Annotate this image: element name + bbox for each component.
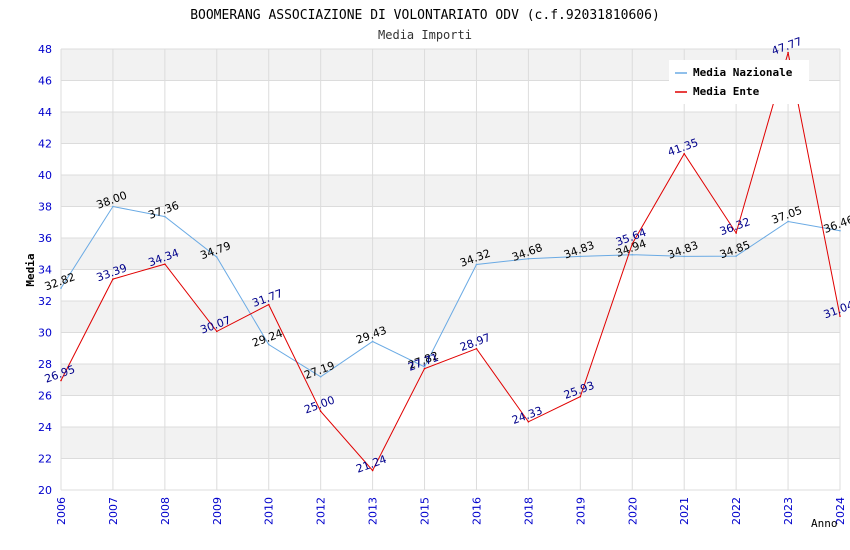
data-point-media-nazionale <box>423 366 426 368</box>
data-point-media-nazionale <box>683 255 685 258</box>
background-band <box>61 427 840 459</box>
data-point-media-nazionale <box>839 229 841 232</box>
chart-subtitle: Media Importi <box>378 28 472 42</box>
y-tick-label: 40 <box>38 169 52 182</box>
chart-title: BOOMERANG ASSOCIAZIONE DI VOLONTARIATO O… <box>190 8 660 23</box>
data-point-media-nazionale <box>112 205 114 208</box>
y-axis-label: Media <box>24 253 37 286</box>
data-point-media-ente <box>371 469 374 472</box>
data-point-media-ente <box>423 367 426 370</box>
x-tick-label: 2010 <box>263 497 276 525</box>
data-point-media-nazionale <box>60 287 62 289</box>
data-point-media-ente <box>735 232 737 234</box>
data-point-media-ente <box>60 379 62 382</box>
data-point-media-ente <box>319 410 322 413</box>
x-tick-label: 2022 <box>730 497 743 525</box>
data-point-media-nazionale <box>216 256 218 258</box>
background-band <box>61 238 840 270</box>
y-tick-label: 38 <box>38 201 52 214</box>
background-band <box>61 364 840 396</box>
legend-entry-media-nazionale: Media Nazionale <box>693 66 793 79</box>
y-tick-label: 36 <box>38 232 52 245</box>
x-tick-label: 2009 <box>211 497 224 525</box>
data-point-media-ente <box>579 395 582 398</box>
data-label-media-ente: 36.32 <box>718 215 752 238</box>
y-tick-label: 30 <box>38 327 52 340</box>
background-band <box>61 175 840 207</box>
data-point-media-nazionale <box>631 253 634 256</box>
y-tick-label: 48 <box>38 43 52 56</box>
y-tick-label: 34 <box>38 264 52 277</box>
x-axis-label: Anno <box>811 517 838 530</box>
data-point-media-nazionale <box>527 257 530 260</box>
data-point-media-ente <box>216 330 218 333</box>
data-label-media-ente: 24.33 <box>510 404 544 427</box>
data-label-media-ente: 28.97 <box>458 331 492 354</box>
data-point-media-nazionale <box>579 255 582 258</box>
background-band <box>61 112 840 144</box>
x-tick-label: 2019 <box>574 497 587 525</box>
y-axis-ticks: 20 22 24 26 28 30 32 34 36 38 40 42 44 46 48 <box>38 43 52 497</box>
data-point-media-nazionale <box>735 255 737 257</box>
y-tick-label: 46 <box>38 75 52 88</box>
gridlines <box>60 48 841 491</box>
y-tick-label: 24 <box>38 421 52 434</box>
y-tick-label: 20 <box>38 484 52 497</box>
x-tick-label: 2020 <box>626 497 639 525</box>
data-point-media-ente <box>683 152 685 155</box>
x-tick-label: 2024 <box>834 497 847 525</box>
x-tick-label: 2007 <box>107 497 120 525</box>
x-tick-label: 2013 <box>367 497 380 525</box>
y-tick-label: 44 <box>38 106 52 119</box>
data-point-media-nazionale <box>475 263 478 266</box>
x-tick-label: 2021 <box>678 497 691 525</box>
data-point-media-ente <box>112 278 114 280</box>
data-point-media-nazionale <box>267 343 270 346</box>
data-point-media-ente <box>787 51 789 54</box>
series-lines <box>60 51 841 472</box>
series-line-media-ente <box>60 52 841 472</box>
x-tick-label: 2012 <box>315 497 328 525</box>
data-point-media-ente <box>631 242 634 245</box>
y-tick-label: 26 <box>38 390 52 403</box>
data-point-media-nazionale <box>787 220 789 223</box>
data-point-media-ente <box>839 315 841 317</box>
background-bands <box>61 49 840 459</box>
data-point-media-nazionale <box>164 215 166 218</box>
x-axis-ticks: 2006 2007 2008 2009 2010 2012 2013 2015 2016 2018… <box>55 497 847 525</box>
x-tick-label: 2015 <box>419 497 432 525</box>
x-tick-label: 2008 <box>159 497 172 525</box>
y-tick-label: 32 <box>38 295 52 308</box>
x-tick-label: 2018 <box>522 497 535 525</box>
data-point-media-ente <box>527 421 530 423</box>
data-point-media-nazionale <box>371 340 374 343</box>
data-point-media-nazionale <box>319 375 322 378</box>
legend-box <box>669 60 809 104</box>
series-line-media-nazionale <box>60 205 841 378</box>
data-label-media-ente: 25.00 <box>302 393 336 416</box>
data-point-media-ente <box>475 347 478 350</box>
y-tick-label: 28 <box>38 358 52 371</box>
legend-entry-media-ente: Media Ente <box>693 85 760 98</box>
data-label-media-nazionale: 36.46 <box>822 213 850 236</box>
y-tick-label: 22 <box>38 453 52 466</box>
x-tick-label: 2016 <box>470 497 483 525</box>
y-tick-label: 42 <box>38 138 52 151</box>
x-tick-label: 2023 <box>782 497 795 525</box>
data-point-media-ente <box>267 303 270 306</box>
data-point-media-ente <box>164 263 166 265</box>
legend: Media Nazionale Media Ente <box>669 60 809 104</box>
x-tick-label: 2006 <box>55 497 68 525</box>
